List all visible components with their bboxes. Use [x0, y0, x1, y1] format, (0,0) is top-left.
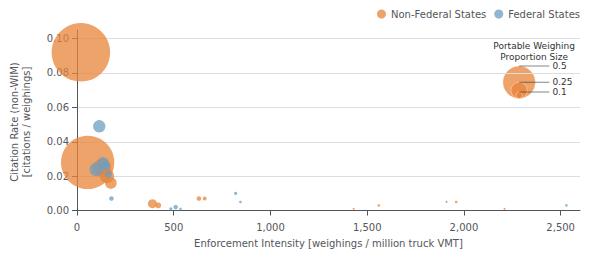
svg-text:Proportion Size: Proportion Size [500, 52, 568, 62]
svg-text:0.5: 0.5 [552, 61, 566, 71]
svg-text:0.06: 0.06 [47, 102, 69, 113]
svg-text:0.1: 0.1 [552, 87, 566, 97]
svg-text:Enforcement Intensity [weighin: Enforcement Intensity [weighings / milli… [194, 238, 463, 249]
svg-text:1,000: 1,000 [256, 222, 285, 233]
svg-text:2,000: 2,000 [450, 222, 479, 233]
svg-text:Non-Federal States: Non-Federal States [391, 9, 486, 20]
svg-text:Federal States: Federal States [508, 9, 580, 20]
svg-text:0.00: 0.00 [47, 205, 69, 216]
svg-text:500: 500 [164, 222, 183, 233]
svg-text:0.02: 0.02 [46, 170, 69, 182]
svg-text:2,500: 2,500 [546, 222, 575, 233]
svg-text:0: 0 [74, 222, 80, 233]
svg-text:Citation Rate (non-WIM): Citation Rate (non-WIM) [9, 62, 20, 182]
svg-text:1,500: 1,500 [353, 222, 382, 233]
svg-text:0.04: 0.04 [47, 136, 69, 147]
svg-text:Portable Weighing: Portable Weighing [493, 41, 575, 51]
svg-text:[citations / weighings]: [citations / weighings] [21, 67, 32, 178]
svg-text:0.25: 0.25 [552, 77, 572, 87]
